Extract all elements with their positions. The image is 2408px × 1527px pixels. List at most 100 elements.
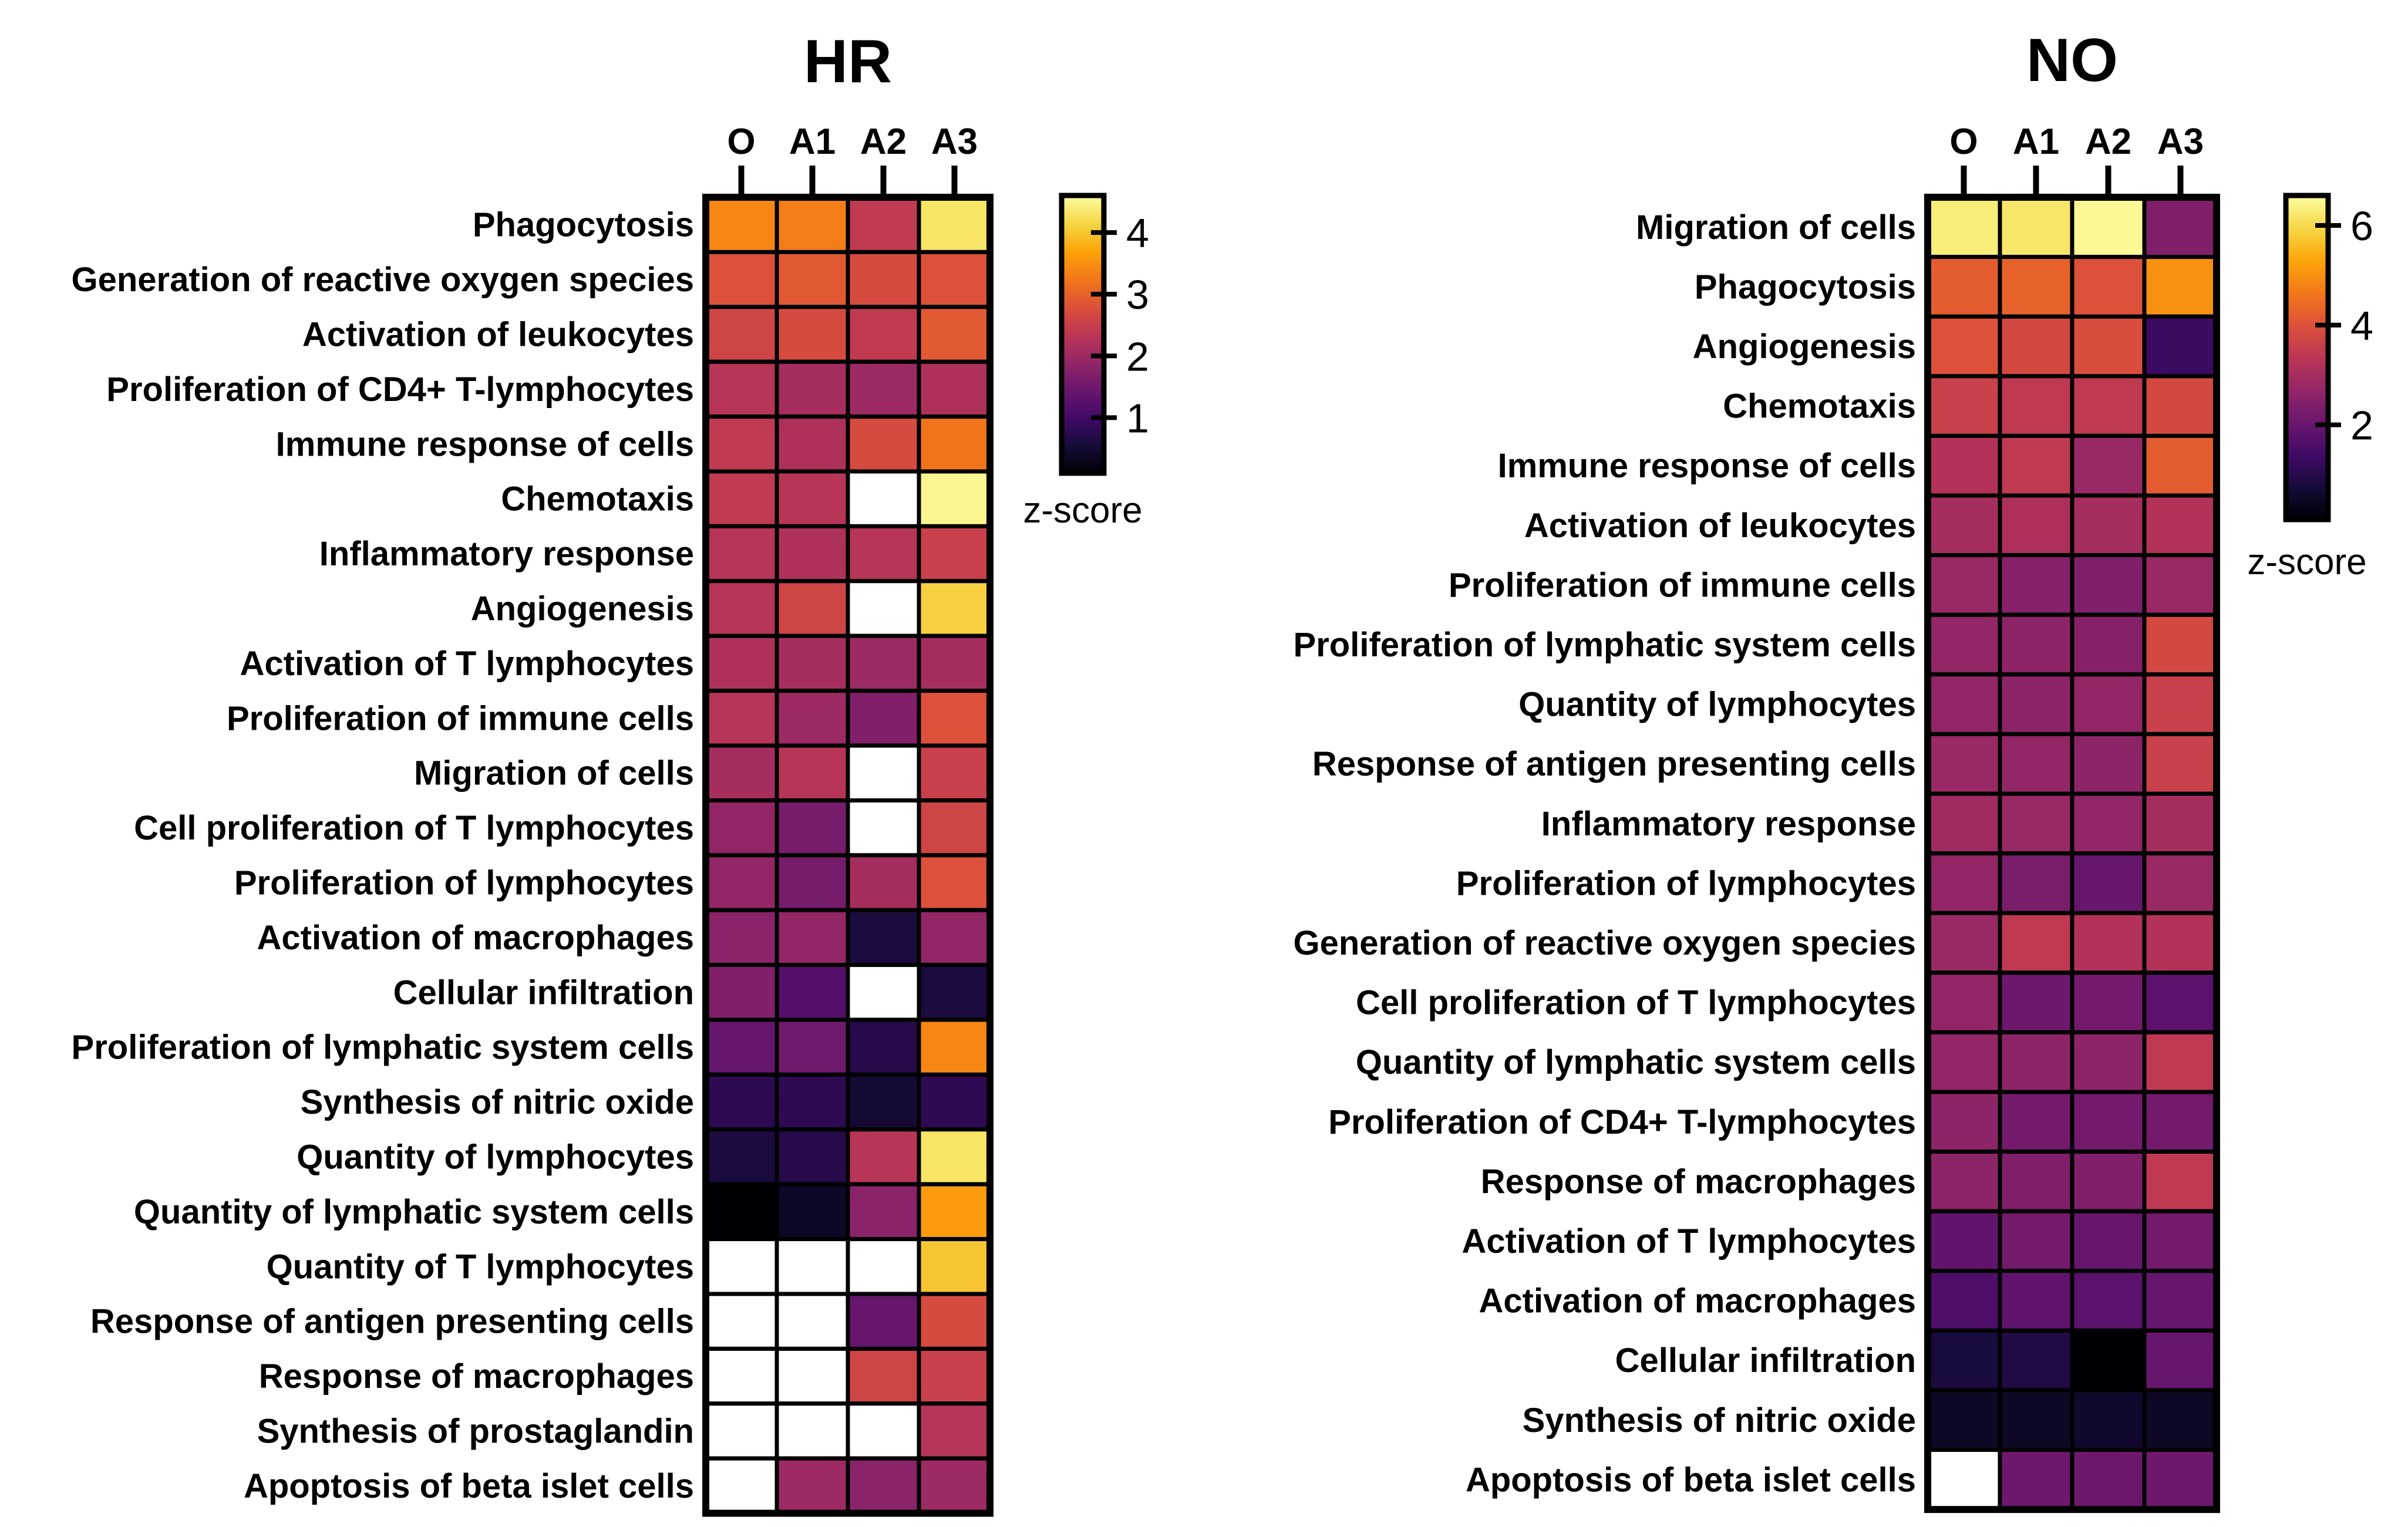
heatmap-cell-proliferation-of-cd4-t-lymphocytes-o [1925,1090,2002,1154]
row-label-synthesis-of-prostaglandin: Synthesis of prostaglandin [257,1413,694,1451]
row-label-quantity-of-t-lymphocytes: Quantity of T lymphocytes [267,1248,694,1286]
heatmap-cell-quantity-of-lymphocytes-a2 [846,1127,921,1186]
heatmap-cell-synthesis-of-nitric-oxide-a2 [2070,1388,2147,1452]
heatmap-cell-migration-of-cells-a2 [2070,195,2147,259]
heatmap-cell-quantity-of-lymphatic-system-cells-a2 [846,1182,921,1242]
heatmap-cell-proliferation-of-cd4-t-lymphocytes-a2 [846,359,921,419]
heatmap-cell-synthesis-of-nitric-oxide-o [703,1072,779,1132]
row-label-response-of-antigen-presenting-cells: Response of antigen presenting cells [90,1303,694,1341]
heatmap-cell-activation-of-t-lymphocytes-a1 [1998,1209,2074,1273]
heatmap-cell-angiogenesis-a1 [1998,314,2074,379]
heatmap-cell-response-of-macrophages-a1 [774,1346,850,1406]
heatmap-cell-proliferation-of-cd4-t-lymphocytes-a3 [917,359,992,419]
colorbar [2283,193,2331,523]
heatmap-cell-activation-of-t-lymphocytes-a2 [846,633,921,693]
heatmap-cell-proliferation-of-lymphocytes-a1 [774,853,850,912]
row-label-cellular-infiltration: Cellular infiltration [393,973,694,1012]
heatmap-cell-quantity-of-lymphocytes-o [703,1127,779,1186]
heatmap-cell-migration-of-cells-a1 [774,743,850,803]
heatmap-cell-activation-of-leukocytes-o [1925,493,2002,558]
heatmap-cell-generation-of-reactive-oxygen-species-o [1925,911,2002,975]
heatmap-cell-apoptosis-of-beta-islet-cells-a1 [774,1456,850,1516]
heatmap-cell-chemotaxis-a1 [774,469,850,528]
heatmap-cell-activation-of-leukocytes-a3 [2142,493,2219,558]
heatmap-cell-quantity-of-lymphocytes-a3 [917,1127,992,1186]
heatmap-panel-no: NO O A1 A2 A3 Migration of cells Phagocytosis A… [1293,26,2373,1513]
heatmap-cell-proliferation-of-lymphatic-system-cells-o [1925,612,2002,677]
heatmap-cell-immune-response-of-cells-o [1925,433,2002,498]
heatmap-cell-response-of-macrophages-a3 [2142,1150,2219,1213]
colorbar-label: z-score [1023,490,1142,531]
heatmap-cell-proliferation-of-lymphocytes-a2 [846,853,921,912]
heatmap-cell-cellular-infiltration-a1 [774,963,850,1022]
heatmap-cell-synthesis-of-nitric-oxide-a3 [917,1072,992,1132]
heatmap-cell-proliferation-of-cd4-t-lymphocytes-a2 [2070,1090,2147,1154]
heatmap-cell-quantity-of-lymphocytes-a1 [1998,672,2074,736]
row-label-cell-proliferation-of-t-lymphocytes: Cell proliferation of T lymphocytes [1356,984,1916,1022]
heatmap-cell-apoptosis-of-beta-islet-cells-a3 [2142,1448,2219,1512]
row-label-activation-of-leukocytes: Activation of leukocytes [1524,507,1916,545]
row-label-chemotaxis: Chemotaxis [501,480,694,518]
heatmap-cell-chemotaxis-o [703,469,779,528]
column-label-a2: A2 [860,122,907,162]
heatmap-cell-response-of-antigen-presenting-cells-a1 [1998,732,2074,796]
row-label-cell-proliferation-of-t-lymphocytes: Cell proliferation of T lymphocytes [134,809,694,847]
heatmap-cell-immune-response-of-cells-a2 [2070,433,2147,498]
row-label-quantity-of-lymphocytes: Quantity of lymphocytes [297,1138,694,1177]
heatmap-cell-proliferation-of-immune-cells-a2 [2070,553,2147,617]
heatmap-cell-synthesis-of-prostaglandin-a2 [846,1401,921,1461]
heatmap-cell-generation-of-reactive-oxygen-species-a1 [774,250,850,309]
heatmap-cell-response-of-antigen-presenting-cells-a2 [2070,732,2147,796]
heatmap-cell-activation-of-macrophages-o [1925,1269,2002,1333]
heatmap-cell-angiogenesis-a2 [2070,314,2147,379]
heatmap-cell-activation-of-leukocytes-a2 [846,305,921,364]
row-label-proliferation-of-lymphatic-system-cells: Proliferation of lymphatic system cells [72,1029,694,1067]
heatmap-cell-synthesis-of-nitric-oxide-a1 [774,1072,850,1132]
heatmap-cell-proliferation-of-lymphatic-system-cells-a1 [774,1017,850,1077]
row-label-migration-of-cells: Migration of cells [1636,208,1916,247]
heatmap-cell-activation-of-leukocytes-a2 [2070,493,2147,558]
heatmap-cell-quantity-of-lymphocytes-a1 [774,1127,850,1186]
row-label-inflammatory-response: Inflammatory response [319,535,694,573]
heatmap-cell-response-of-antigen-presenting-cells-o [1925,732,2002,796]
heatmap-cell-chemotaxis-o [1925,374,2002,438]
heatmap-cell-activation-of-macrophages-a3 [2142,1269,2219,1333]
heatmap-cell-immune-response-of-cells-a3 [917,414,992,474]
heatmap-cell-generation-of-reactive-oxygen-species-a3 [2142,911,2219,975]
heatmap-cell-proliferation-of-immune-cells-a2 [846,689,921,748]
heatmap-cell-response-of-macrophages-a3 [917,1346,992,1406]
heatmap-cell-activation-of-macrophages-a2 [2070,1269,2147,1333]
heatmap-cell-quantity-of-lymphocytes-a3 [2142,672,2219,736]
heatmap-cell-cellular-infiltration-a2 [846,963,921,1022]
colorbar-tick-label: 4 [1126,210,1149,256]
heatmap-cell-angiogenesis-a3 [2142,314,2219,379]
heatmap-cell-apoptosis-of-beta-islet-cells-a2 [846,1456,921,1516]
heatmap-cell-quantity-of-lymphatic-system-cells-a2 [2070,1030,2147,1094]
heatmap-cell-activation-of-t-lymphocytes-o [703,633,779,693]
heatmap-cell-angiogenesis-o [703,579,779,638]
heatmap-cell-apoptosis-of-beta-islet-cells-a1 [1998,1448,2074,1512]
row-label-proliferation-of-lymphocytes: Proliferation of lymphocytes [1456,864,1916,902]
heatmap-cell-immune-response-of-cells-a1 [774,414,850,474]
column-label-a3: A3 [931,122,978,162]
heatmap-cell-angiogenesis-o [1925,314,2002,379]
heatmap-cell-proliferation-of-lymphatic-system-cells-a2 [2070,612,2147,677]
column-label-o: O [727,122,755,162]
heatmap-cell-proliferation-of-lymphatic-system-cells-a3 [917,1017,992,1077]
heatmap-border [702,194,993,1517]
heatmap-cell-inflammatory-response-a1 [1998,791,2074,856]
heatmap-cell-cell-proliferation-of-t-lymphocytes-a3 [2142,970,2219,1034]
heatmap-cell-cell-proliferation-of-t-lymphocytes-o [703,798,779,858]
row-label-generation-of-reactive-oxygen-species: Generation of reactive oxygen species [71,261,694,299]
row-label-response-of-antigen-presenting-cells: Response of antigen presenting cells [1312,745,1916,783]
heatmap-panel-hr: HR O A1 A2 A3 Phagocytosis Generation of react… [71,28,1149,1517]
row-label-synthesis-of-nitric-oxide: Synthesis of nitric oxide [301,1083,694,1121]
heatmap-cell-quantity-of-t-lymphocytes-a2 [846,1237,921,1296]
heatmap-cell-phagocytosis-a1 [1998,255,2074,319]
heatmap-cell-activation-of-t-lymphocytes-a2 [2070,1209,2147,1273]
row-label-response-of-macrophages: Response of macrophages [259,1357,694,1395]
row-label-quantity-of-lymphocytes: Quantity of lymphocytes [1518,686,1916,724]
heatmap-cell-apoptosis-of-beta-islet-cells-a3 [917,1456,992,1516]
heatmap-cell-proliferation-of-cd4-t-lymphocytes-a1 [1998,1090,2074,1154]
heatmap-cell-quantity-of-lymphatic-system-cells-a1 [774,1182,850,1242]
